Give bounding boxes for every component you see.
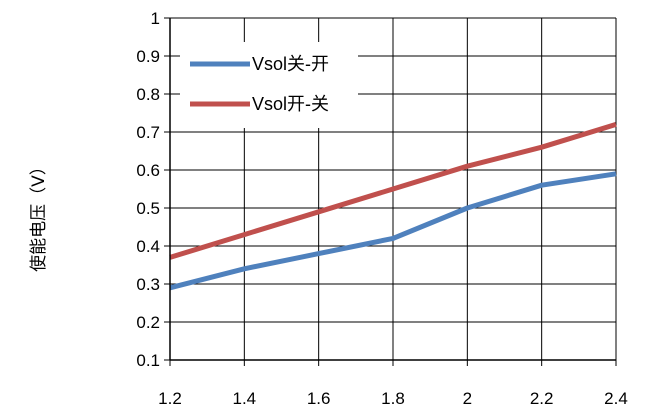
y-tick-label: 0.6: [136, 161, 160, 180]
x-tick-label: 1.8: [381, 389, 405, 408]
series-line-1: [169, 171, 617, 291]
y-tick-label: 0.5: [136, 199, 160, 218]
x-tick-label: 1.6: [307, 389, 331, 408]
x-tick-label: 2.2: [530, 389, 554, 408]
y-tick-label: 0.7: [136, 123, 160, 142]
legend-box: [180, 42, 358, 128]
y-tick-label: 0.8: [136, 85, 160, 104]
x-tick-label: 2.4: [604, 389, 628, 408]
legend: Vsol关-开 Vsol开-关: [180, 42, 358, 128]
y-tick-label: 0.3: [136, 275, 160, 294]
y-tick-label: 0.2: [136, 313, 160, 332]
y-tick-label: 0.1: [136, 351, 160, 370]
axes: [164, 17, 617, 366]
y-tick-label: 0.9: [136, 47, 160, 66]
x-tick-label: 2: [463, 389, 472, 408]
y-axis-label: 使能电压（V）: [28, 158, 49, 272]
y-tick-label: 0.4: [136, 237, 160, 256]
y-tick-label: 1: [151, 9, 160, 28]
series-line-2: [169, 122, 617, 260]
series-lines: [169, 122, 617, 291]
legend-label-series-1: Vsol关-开: [252, 54, 329, 74]
x-tick-labels: 1.2 1.4 1.6 1.8 2 2.2 2.4: [158, 389, 628, 408]
legend-label-series-2: Vsol开-关: [252, 94, 329, 114]
x-tick-label: 1.4: [233, 389, 257, 408]
x-tick-label: 1.2: [158, 389, 182, 408]
y-tick-labels: 0.1 0.2 0.3 0.4 0.5 0.6 0.7 0.8 0.9 1: [136, 9, 160, 370]
